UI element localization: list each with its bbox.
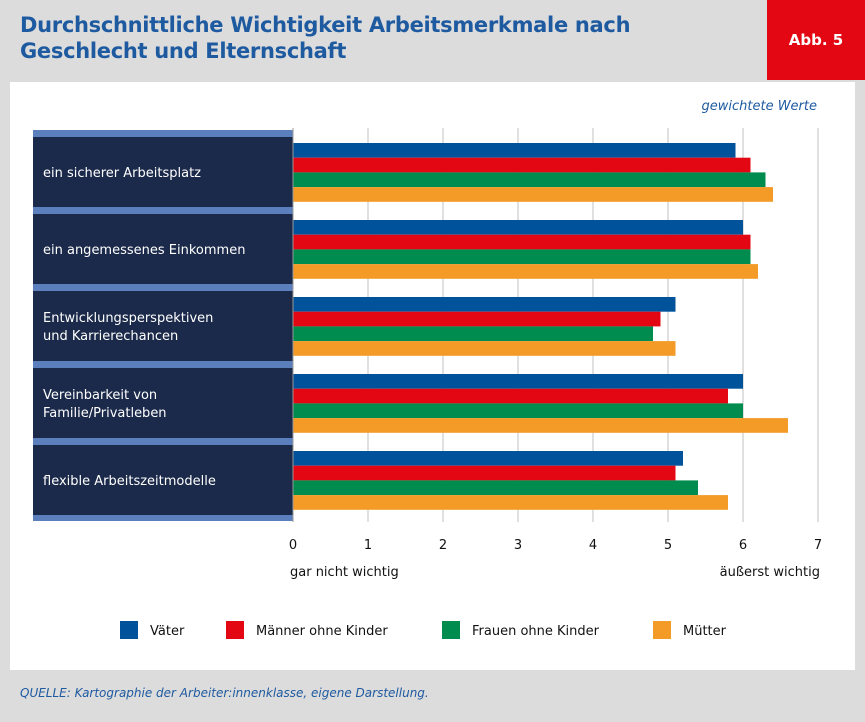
bar-mütter [293,418,788,433]
category-label: Entwicklungsperspektiven [43,311,213,326]
legend-label: Mütter [683,624,727,639]
bar-frauen-ohne-kinder [293,172,766,188]
x-tick-label: 2 [439,538,447,553]
source-note: QUELLE: Kartographie der Arbeiter:innenk… [20,686,429,700]
bar-männer-ohne-kinder [293,465,676,481]
legend-label: Frauen ohne Kinder [472,624,600,639]
x-tick-label: 7 [814,538,822,553]
bar-väter [293,143,736,158]
category-label: Familie/Privatleben [43,406,167,421]
category-label: Vereinbarkeit von [43,388,157,403]
bar-frauen-ohne-kinder [293,326,653,342]
x-tick-label: 6 [739,538,747,553]
bar-väter [293,451,683,466]
bar-frauen-ohne-kinder [293,480,698,496]
legend-swatch [653,621,671,639]
category-label-box [33,137,293,207]
legend-swatch [226,621,244,639]
chart-title: Durchschnittliche Wichtigkeit Arbeitsmer… [20,13,631,63]
category-label-box [33,445,293,515]
bar-mütter [293,187,773,202]
x-tick-label: 0 [289,538,297,553]
figure-label: Abb. 5 [767,0,865,80]
category-label-box [33,291,293,361]
legend-swatch [442,621,460,639]
category-label: flexible Arbeitszeitmodelle [43,474,216,489]
x-label-max: äußerst wichtig [720,565,820,580]
bar-männer-ohne-kinder [293,234,751,250]
legend-label: Väter [150,624,185,639]
bar-väter [293,297,676,312]
bar-männer-ohne-kinder [293,388,728,404]
category-label-box [33,214,293,284]
bar-väter [293,374,743,389]
bar-männer-ohne-kinder [293,157,751,173]
category-label: ein sicherer Arbeitsplatz [43,166,201,181]
bar-väter [293,220,743,235]
category-label: und Karrierechancen [43,329,178,344]
bar-männer-ohne-kinder [293,311,661,327]
category-label-box [33,368,293,438]
bar-mütter [293,264,758,279]
bar-frauen-ohne-kinder [293,249,751,265]
x-tick-label: 1 [364,538,372,553]
chart-subtitle: gewichtete Werte [702,99,818,114]
bar-frauen-ohne-kinder [293,403,743,419]
x-tick-label: 5 [664,538,672,553]
legend-label: Männer ohne Kinder [256,624,388,639]
x-tick-label: 4 [589,538,597,553]
bar-mütter [293,341,676,356]
x-label-min: gar nicht wichtig [290,565,399,580]
category-label: ein angemessenes Einkommen [43,243,245,258]
bar-mütter [293,495,728,510]
x-tick-label: 3 [514,538,522,553]
legend-swatch [120,621,138,639]
